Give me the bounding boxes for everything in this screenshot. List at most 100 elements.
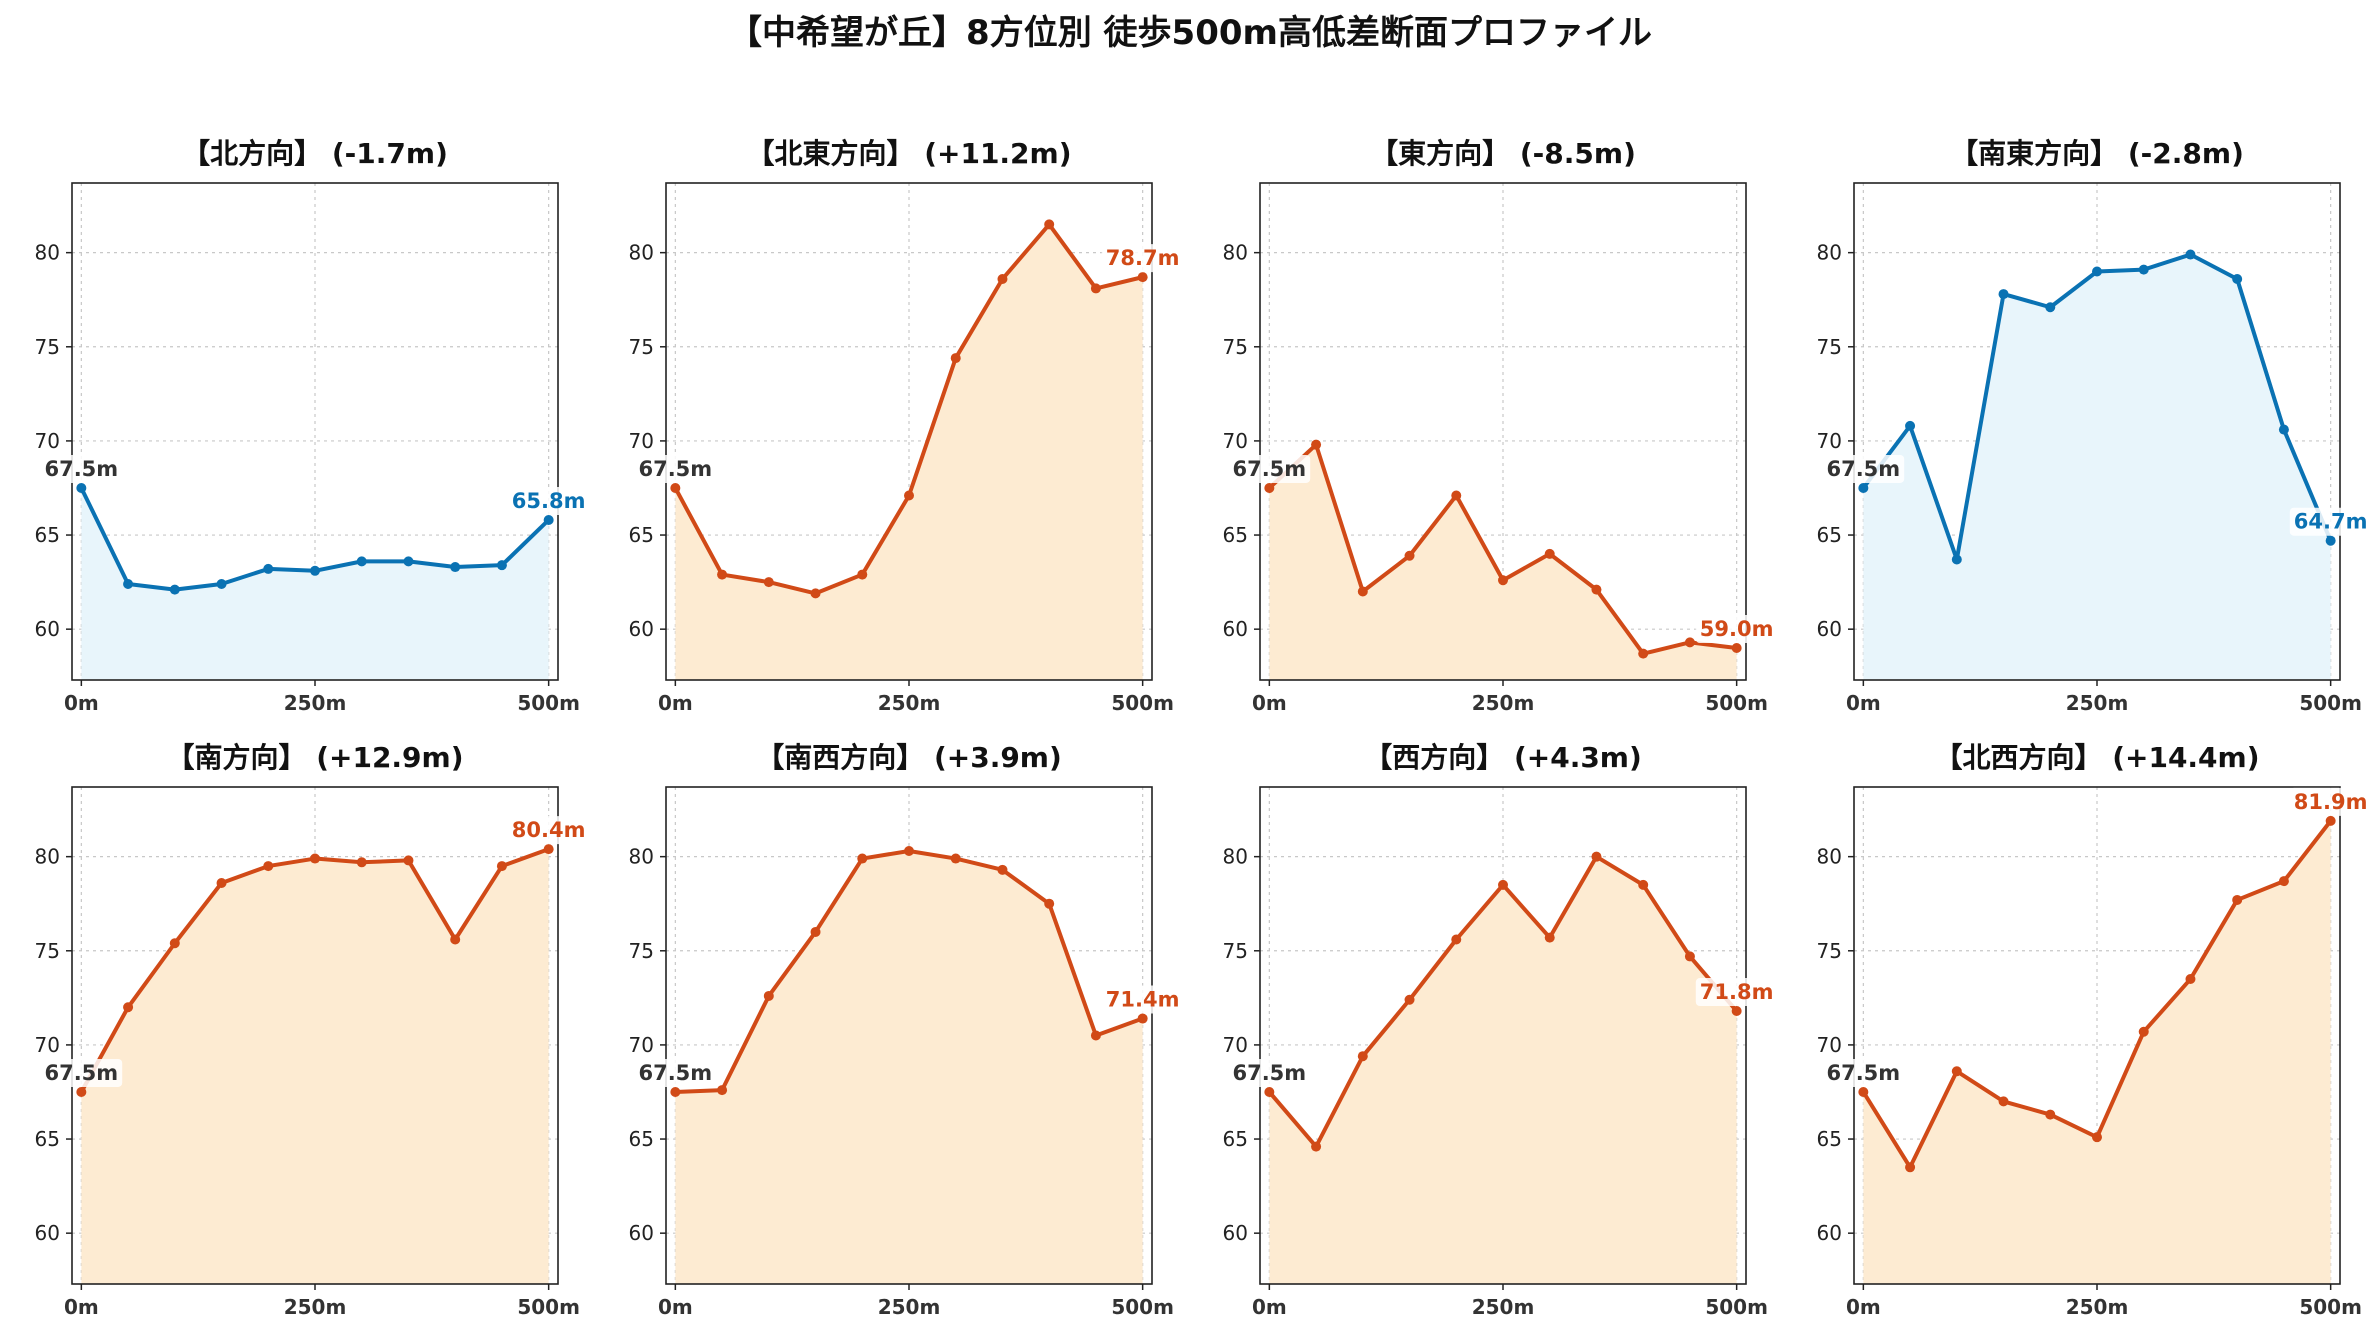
y-tick-label: 60 — [35, 1221, 60, 1245]
panel-1: 【北東方向】 (+11.2m) 60 65 70 75 80 0m 250m 500m 67.5m… — [629, 137, 1184, 715]
x-tick-label: 500m — [517, 691, 580, 715]
x-tick-label: 0m — [1252, 1295, 1287, 1319]
data-point — [2325, 815, 2336, 826]
start-elevation-label: 67.5m — [638, 457, 712, 481]
data-point — [1544, 932, 1555, 943]
end-label-bg — [1101, 244, 1184, 273]
x-tick-label: 0m — [1846, 1295, 1881, 1319]
data-point — [1137, 1013, 1148, 1024]
data-point — [2185, 249, 2196, 260]
data-point — [670, 1086, 681, 1097]
data-point — [1731, 1006, 1742, 1017]
y-tick-label: 65 — [1817, 523, 1842, 547]
data-point — [496, 560, 507, 571]
data-point — [1684, 637, 1695, 648]
y-tick-label: 80 — [1817, 241, 1842, 265]
data-point — [763, 577, 774, 588]
data-point — [450, 934, 461, 945]
data-point — [543, 514, 554, 525]
data-point — [123, 1002, 134, 1013]
x-tick-label: 500m — [517, 1295, 580, 1319]
data-point — [1090, 1030, 1101, 1041]
x-tick-label: 0m — [64, 1295, 99, 1319]
data-point — [810, 926, 821, 937]
y-tick-label: 70 — [1223, 1033, 1248, 1057]
data-point — [950, 353, 961, 364]
data-point — [1311, 1141, 1322, 1152]
x-tick-label: 500m — [1111, 691, 1174, 715]
data-point — [1591, 851, 1602, 862]
data-point — [1905, 420, 1916, 431]
panel-title: 【北西方向】 (+14.4m) — [1934, 741, 2259, 774]
start-label-bg — [1822, 1058, 1905, 1087]
panel-5: 【南西方向】 (+3.9m) 60 65 70 75 80 0m 250m 500m 67.5m 7… — [629, 741, 1184, 1319]
data-point — [76, 1086, 87, 1097]
end-label-bg — [1101, 985, 1184, 1014]
panel-title: 【東方向】 (-8.5m) — [1370, 137, 1636, 170]
y-tick-label: 60 — [1223, 617, 1248, 641]
end-label-bg — [2289, 787, 2372, 816]
data-point — [1357, 1051, 1368, 1062]
y-tick-label: 65 — [629, 1127, 654, 1151]
x-tick-label: 500m — [2299, 691, 2362, 715]
start-label-bg — [634, 1058, 717, 1087]
data-point — [1638, 648, 1649, 659]
x-tick-label: 500m — [2299, 1295, 2362, 1319]
x-tick-label: 250m — [1472, 1295, 1535, 1319]
start-elevation-label: 67.5m — [1232, 1061, 1306, 1085]
y-tick-label: 80 — [1817, 845, 1842, 869]
data-point — [169, 584, 180, 595]
area-fill — [81, 849, 549, 1284]
y-tick-label: 75 — [629, 335, 654, 359]
data-point — [123, 578, 134, 589]
end-label-bg — [507, 486, 590, 515]
x-tick-label: 0m — [658, 691, 693, 715]
panel-7: 【北西方向】 (+14.4m) 60 65 70 75 80 0m 250m 500m 67.5m… — [1817, 741, 2372, 1319]
start-elevation-label: 67.5m — [1232, 457, 1306, 481]
start-label-bg — [40, 1058, 123, 1087]
y-tick-label: 75 — [1223, 939, 1248, 963]
data-point — [763, 990, 774, 1001]
y-tick-label: 60 — [629, 1221, 654, 1245]
data-point — [450, 562, 461, 573]
data-point — [670, 482, 681, 493]
y-tick-label: 70 — [1223, 429, 1248, 453]
area-fill — [675, 851, 1143, 1284]
y-tick-label: 70 — [35, 1033, 60, 1057]
data-point — [1044, 898, 1055, 909]
data-point — [1544, 548, 1555, 559]
area-fill — [675, 224, 1143, 680]
area-fill — [1269, 444, 1737, 680]
figure-title: 【中希望が丘】8方位別 徒歩500m高低差断面プロファイル — [728, 13, 1652, 53]
end-elevation-label: 65.8m — [512, 489, 586, 513]
y-tick-label: 70 — [35, 429, 60, 453]
x-tick-label: 0m — [1846, 691, 1881, 715]
data-point — [2278, 876, 2289, 887]
data-point — [1404, 994, 1415, 1005]
end-elevation-label: 71.8m — [1700, 980, 1774, 1004]
start-elevation-label: 67.5m — [1826, 1061, 1900, 1085]
end-label-bg — [1695, 978, 1778, 1007]
y-tick-label: 80 — [629, 845, 654, 869]
x-tick-label: 250m — [2066, 1295, 2129, 1319]
end-elevation-label: 81.9m — [2294, 790, 2368, 814]
data-point — [1591, 584, 1602, 595]
x-tick-label: 0m — [1252, 691, 1287, 715]
data-point — [1951, 554, 1962, 565]
data-point — [263, 861, 274, 872]
data-point — [2138, 1026, 2149, 1037]
panel-3: 【南東方向】 (-2.8m) 60 65 70 75 80 0m 250m 500m 67.5m 6… — [1817, 137, 2372, 715]
y-tick-label: 75 — [35, 939, 60, 963]
data-point — [1498, 575, 1508, 586]
y-tick-label: 65 — [1223, 1127, 1248, 1151]
y-tick-label: 65 — [629, 523, 654, 547]
x-tick-label: 0m — [658, 1295, 693, 1319]
data-point — [1357, 586, 1368, 597]
y-tick-label: 80 — [1223, 241, 1248, 265]
data-point — [1684, 951, 1695, 962]
data-point — [2232, 894, 2243, 905]
start-elevation-label: 67.5m — [44, 457, 118, 481]
data-point — [403, 556, 414, 567]
y-tick-label: 60 — [629, 617, 654, 641]
y-tick-label: 80 — [35, 845, 60, 869]
